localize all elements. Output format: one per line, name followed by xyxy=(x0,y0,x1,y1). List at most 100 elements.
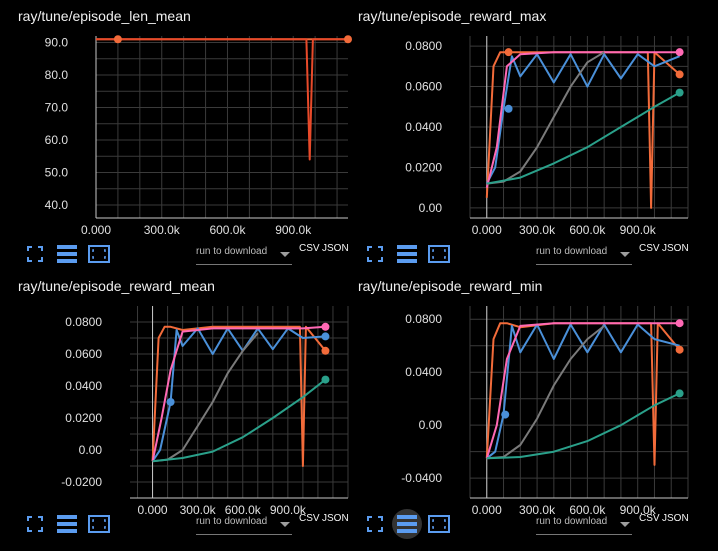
run-to-download-select[interactable]: run to download xyxy=(536,516,632,535)
series-end-marker xyxy=(321,346,330,355)
json-download-link[interactable]: JSON xyxy=(662,243,689,254)
fullscreen-icon[interactable] xyxy=(23,242,47,266)
csv-download-link[interactable]: CSV xyxy=(299,243,320,254)
chart-toolbar: run to download CSV JSON xyxy=(0,512,350,542)
series-line xyxy=(151,325,327,467)
y-tick-label: 0.0800 xyxy=(65,315,102,329)
chevron-down-icon xyxy=(620,522,630,527)
series-line xyxy=(486,325,605,460)
y-tick-label: -0.0200 xyxy=(61,475,102,489)
chart-toolbar: run to download CSV JSON xyxy=(340,509,690,542)
x-tick-label: 0.000 xyxy=(81,223,111,237)
chart-title: ray/tune/episode_reward_mean xyxy=(18,278,215,294)
y-tick-label: 0.0800 xyxy=(405,39,442,53)
fit-domain-icon[interactable] xyxy=(427,512,451,536)
y-tick-label: 0.0400 xyxy=(405,365,442,379)
run-to-download-label: run to download xyxy=(196,246,268,257)
line-chart[interactable]: -0.0400 0.00 0.0400 0.0800 0.000 300.0k 600.0k… xyxy=(340,270,690,517)
chart-toolbar: run to download CSV JSON xyxy=(340,242,690,272)
x-tick-label: 600.0k xyxy=(209,223,246,237)
data-table-icon[interactable] xyxy=(55,242,79,266)
series-line xyxy=(486,91,681,185)
json-download-link[interactable]: JSON xyxy=(322,243,349,254)
x-tick-label: 900.0k xyxy=(620,503,657,517)
fit-domain-icon[interactable] xyxy=(87,512,111,536)
fit-domain-icon[interactable] xyxy=(87,242,111,266)
x-tick-label: 600.0k xyxy=(569,503,606,517)
x-tick-label: 900.0k xyxy=(620,223,657,237)
chart-title: ray/tune/episode_len_mean xyxy=(18,8,191,24)
run-to-download-select[interactable]: run to download xyxy=(196,246,292,265)
series-line xyxy=(486,323,680,460)
line-chart[interactable]: -0.0200 0.00 0.0200 0.0400 0.0600 0.0800 0.000… xyxy=(0,270,350,517)
line-chart[interactable]: 0.00 0.0200 0.0400 0.0600 0.0800 0.000 300.0k 6… xyxy=(340,0,690,237)
y-tick-label: 50.0 xyxy=(45,166,69,180)
y-tick-label: 0.00 xyxy=(79,443,103,457)
series-line xyxy=(486,392,681,460)
series-end-marker xyxy=(504,104,513,113)
chevron-down-icon xyxy=(620,252,630,257)
series-line xyxy=(485,51,681,209)
series-line xyxy=(96,38,348,161)
y-tick-label: 0.0600 xyxy=(65,347,102,361)
x-tick-label: 300.0k xyxy=(180,503,217,517)
y-tick-label: 0.0200 xyxy=(405,160,442,174)
data-table-icon[interactable] xyxy=(55,512,79,536)
series-end-marker xyxy=(321,375,330,384)
y-tick-label: 0.00 xyxy=(419,418,443,432)
series-line xyxy=(485,53,680,185)
line-chart[interactable]: 40.0 50.0 60.0 70.0 80.0 90.0 0.000 300.0k 600.0… xyxy=(0,0,352,237)
x-tick-label: 600.0k xyxy=(569,223,606,237)
series-end-marker xyxy=(113,35,122,44)
x-tick-label: 0.000 xyxy=(472,223,502,237)
csv-download-link[interactable]: CSV xyxy=(299,513,320,524)
series-line xyxy=(486,51,605,185)
series-end-marker xyxy=(344,35,352,44)
y-tick-label: 90.0 xyxy=(45,36,69,50)
run-to-download-select[interactable]: run to download xyxy=(196,516,292,535)
data-table-icon[interactable] xyxy=(395,242,419,266)
y-tick-label: 0.0200 xyxy=(65,411,102,425)
series-end-marker xyxy=(504,48,513,57)
y-tick-label: 40.0 xyxy=(45,198,69,212)
json-download-link[interactable]: JSON xyxy=(662,513,689,524)
x-tick-label: 300.0k xyxy=(144,223,181,237)
chart-card-episode-reward-mean: ray/tune/episode_reward_mean -0.0200 0.00… xyxy=(0,270,349,538)
fullscreen-icon[interactable] xyxy=(363,512,387,536)
chart-card-episode-reward-min: ray/tune/episode_reward_min -0.0400 0.00 0… xyxy=(340,270,689,539)
x-tick-label: 300.0k xyxy=(519,223,556,237)
chart-title: ray/tune/episode_reward_min xyxy=(358,278,543,294)
run-to-download-label: run to download xyxy=(536,516,608,527)
series-line xyxy=(485,51,680,188)
run-to-download-select[interactable]: run to download xyxy=(536,246,632,265)
series-end-marker xyxy=(675,70,684,79)
csv-download-link[interactable]: CSV xyxy=(639,513,660,524)
series-end-marker xyxy=(675,319,684,328)
y-tick-label: 80.0 xyxy=(45,68,69,82)
x-tick-label: 900.0k xyxy=(275,223,312,237)
series-end-marker xyxy=(321,332,330,341)
series-line xyxy=(152,332,259,463)
chart-toolbar: run to download CSV JSON xyxy=(0,242,350,272)
y-tick-label: 0.0600 xyxy=(405,80,442,94)
json-download-link[interactable]: JSON xyxy=(322,513,349,524)
y-tick-label: 0.0800 xyxy=(405,312,442,326)
x-tick-label: 900.0k xyxy=(270,503,307,517)
series-line xyxy=(485,322,680,459)
series-line xyxy=(151,327,326,462)
y-tick-label: 60.0 xyxy=(45,133,69,147)
series-end-marker xyxy=(675,48,684,57)
run-to-download-label: run to download xyxy=(196,516,268,527)
fit-domain-icon[interactable] xyxy=(427,242,451,266)
y-tick-label: 0.0400 xyxy=(405,120,442,134)
series-line xyxy=(152,378,327,463)
data-table-icon[interactable] xyxy=(392,509,422,539)
series-end-marker xyxy=(675,88,684,97)
y-tick-label: -0.0400 xyxy=(401,471,442,485)
csv-download-link[interactable]: CSV xyxy=(639,243,660,254)
fullscreen-icon[interactable] xyxy=(23,512,47,536)
chevron-down-icon xyxy=(280,522,290,527)
x-tick-label: 600.0k xyxy=(225,503,262,517)
x-tick-label: 0.000 xyxy=(472,503,502,517)
fullscreen-icon[interactable] xyxy=(363,242,387,266)
